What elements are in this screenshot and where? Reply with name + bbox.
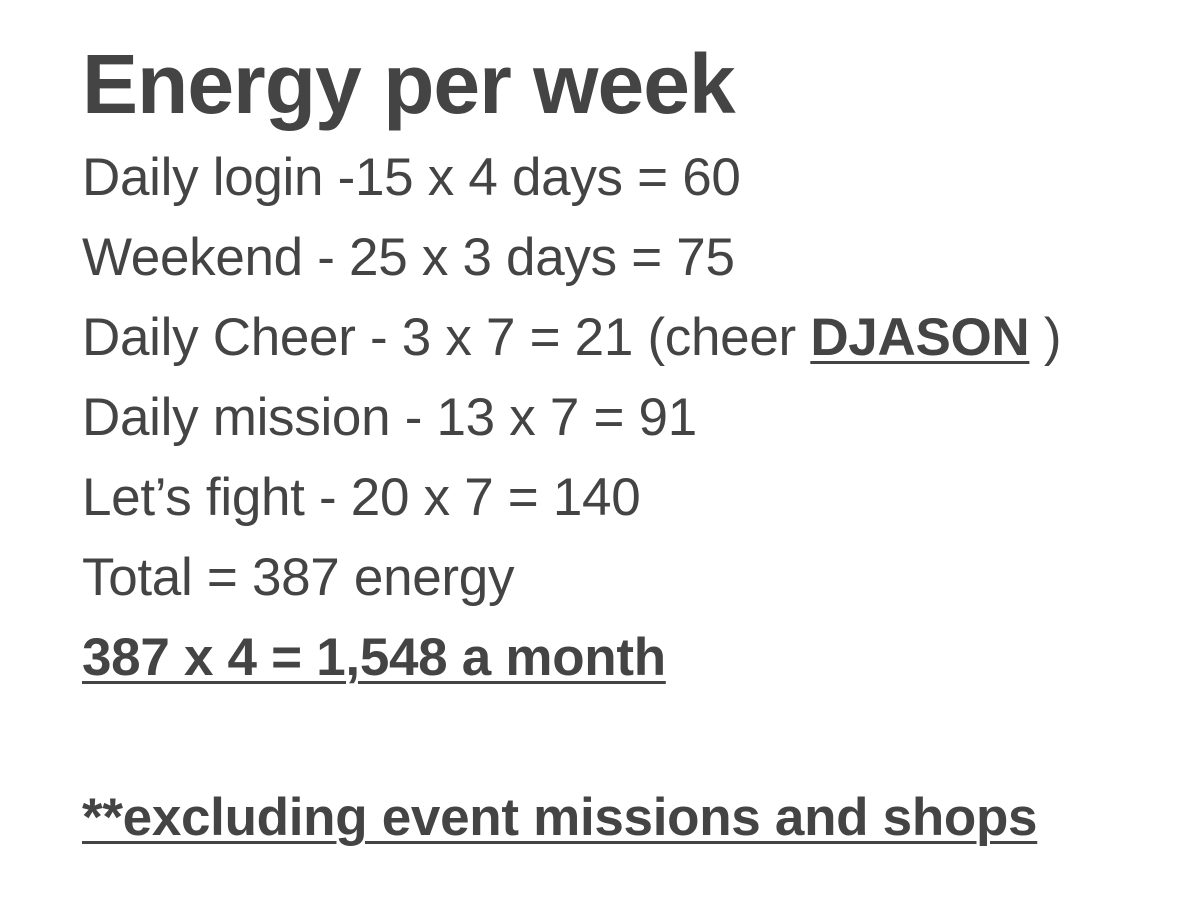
line-daily-mission: Daily mission - 13 x 7 = 91 xyxy=(82,388,697,447)
line-daily-login: Daily login -15 x 4 days = 60 xyxy=(82,148,741,207)
line-weekend: Weekend - 25 x 3 days = 75 xyxy=(82,228,735,287)
line-daily-cheer: Daily Cheer - 3 x 7 = 21 (cheer DJASON ) xyxy=(82,298,1192,378)
blank-line xyxy=(82,698,1192,778)
cheer-name-link[interactable]: DJASON xyxy=(810,308,1030,367)
line-lets-fight: Let’s fight - 20 x 7 = 140 xyxy=(82,468,641,527)
footnote-text: **excluding event missions and shops xyxy=(82,788,1038,847)
line-monthly: 387 x 4 = 1,548 a month xyxy=(82,618,1192,698)
monthly-total: 387 x 4 = 1,548 a month xyxy=(82,628,666,687)
daily-cheer-prefix: Daily Cheer - 3 x 7 = 21 (cheer xyxy=(82,308,811,367)
note-title: Energy per week xyxy=(82,37,736,131)
daily-cheer-suffix: ) xyxy=(1029,308,1062,367)
note-body: Energy per week Daily login -15 x 4 days… xyxy=(82,36,1192,858)
line-total: Total = 387 energy xyxy=(82,548,515,607)
line-footnote: **excluding event missions and shops xyxy=(82,778,1192,858)
